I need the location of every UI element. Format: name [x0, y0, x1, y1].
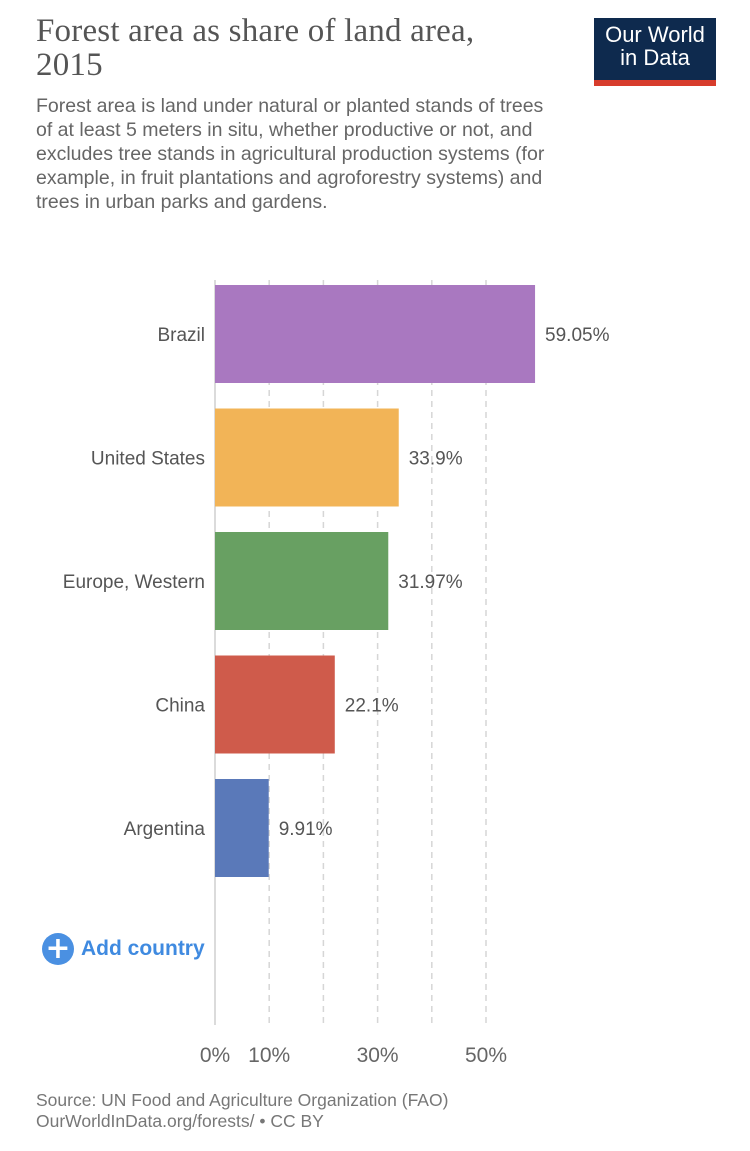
category-label: China [155, 696, 205, 717]
value-label: 33.9% [409, 449, 463, 470]
chart-subtitle: Forest area is land under natural or pla… [36, 95, 545, 213]
source-note: Source: UN Food and Agriculture Organiza… [36, 1090, 448, 1132]
category-label: Brazil [157, 325, 205, 346]
bar-brazil[interactable] [215, 285, 536, 383]
value-label: 22.1% [345, 696, 399, 717]
source-line-1: Source: UN Food and Agriculture Organiza… [36, 1090, 449, 1110]
bar-argentina[interactable] [215, 779, 269, 877]
category-label: United States [91, 449, 205, 470]
value-label: 31.97% [398, 572, 463, 593]
x-tick-label: 30% [357, 1044, 399, 1067]
category-label: Europe, Western [63, 572, 205, 593]
value-label: 9.91% [279, 819, 333, 840]
bar-europe-western[interactable] [215, 532, 389, 630]
x-tick-label: 10% [248, 1044, 290, 1067]
x-tick-label: 50% [465, 1044, 507, 1067]
category-label: Argentina [124, 819, 206, 840]
logo-line-2: in Data [620, 45, 690, 70]
owid-logo[interactable]: Our World in Data [594, 18, 716, 86]
source-line-2[interactable]: OurWorldInData.org/forests/ • CC BY [36, 1111, 324, 1131]
bar-united-states[interactable] [215, 408, 399, 507]
bar-china[interactable] [215, 655, 335, 754]
plus-circle-icon: + [42, 933, 74, 965]
add-country-label: Add country [81, 937, 205, 960]
value-label: 59.05% [545, 325, 610, 346]
chart-title: Forest area as share of land area, 2015 [36, 13, 475, 83]
add-country-button[interactable]: + Add country [42, 932, 205, 966]
x-tick-label: 0% [200, 1044, 230, 1067]
logo-line-1: Our World [605, 22, 705, 47]
